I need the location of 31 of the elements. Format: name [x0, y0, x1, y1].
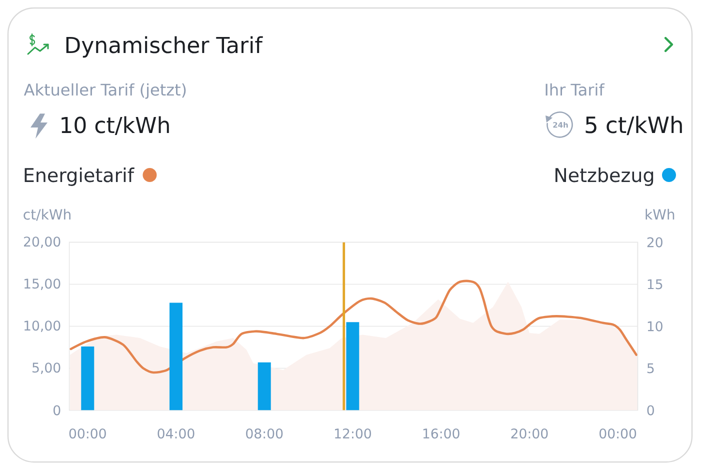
legend-label: Energietarif — [24, 168, 134, 186]
y-tick-label: 15,00 — [24, 278, 60, 290]
x-tick-label: 20:00 — [511, 428, 548, 439]
text: 5 ct/kWh — [586, 116, 682, 136]
y2-tick-label: 20 — [647, 237, 662, 248]
y2-tick-label: 5 — [647, 363, 654, 374]
bar — [346, 322, 360, 410]
bar — [170, 302, 183, 410]
bar — [258, 362, 271, 410]
y-tick-label: 10,00 — [24, 320, 60, 332]
legend-label: Netzbezug — [556, 168, 654, 186]
y-tick-label: 0 — [54, 405, 60, 416]
chart-title: Dynamischer Tarif — [66, 36, 263, 58]
y2-tick-label: 10 — [648, 321, 662, 332]
text: 10 ct/kWh — [62, 116, 169, 136]
y-tick-label: 5,00 — [32, 362, 60, 374]
y-axis-title: ct/kWh — [24, 208, 70, 221]
x-tick-label: 08:00 — [246, 428, 283, 439]
x-tick-label: 00:00 — [69, 428, 106, 439]
y2-tick-label: 0 — [647, 405, 654, 416]
bar — [81, 346, 94, 410]
text: Aktueller Tarif (jetzt) — [24, 83, 186, 99]
x-tick-label: 04:00 — [158, 428, 194, 439]
y-tick-label: 20,00 — [24, 236, 60, 248]
y2-axis-title: kWh — [646, 208, 674, 220]
y2-tick-label: 15 — [648, 279, 662, 290]
x-tick-label: 00:00 — [600, 428, 636, 439]
x-tick-label: 16:00 — [423, 428, 460, 439]
x-tick-label: 12:00 — [335, 428, 371, 439]
line-series — [70, 280, 638, 374]
text: Ihr Tarif — [546, 83, 605, 96]
